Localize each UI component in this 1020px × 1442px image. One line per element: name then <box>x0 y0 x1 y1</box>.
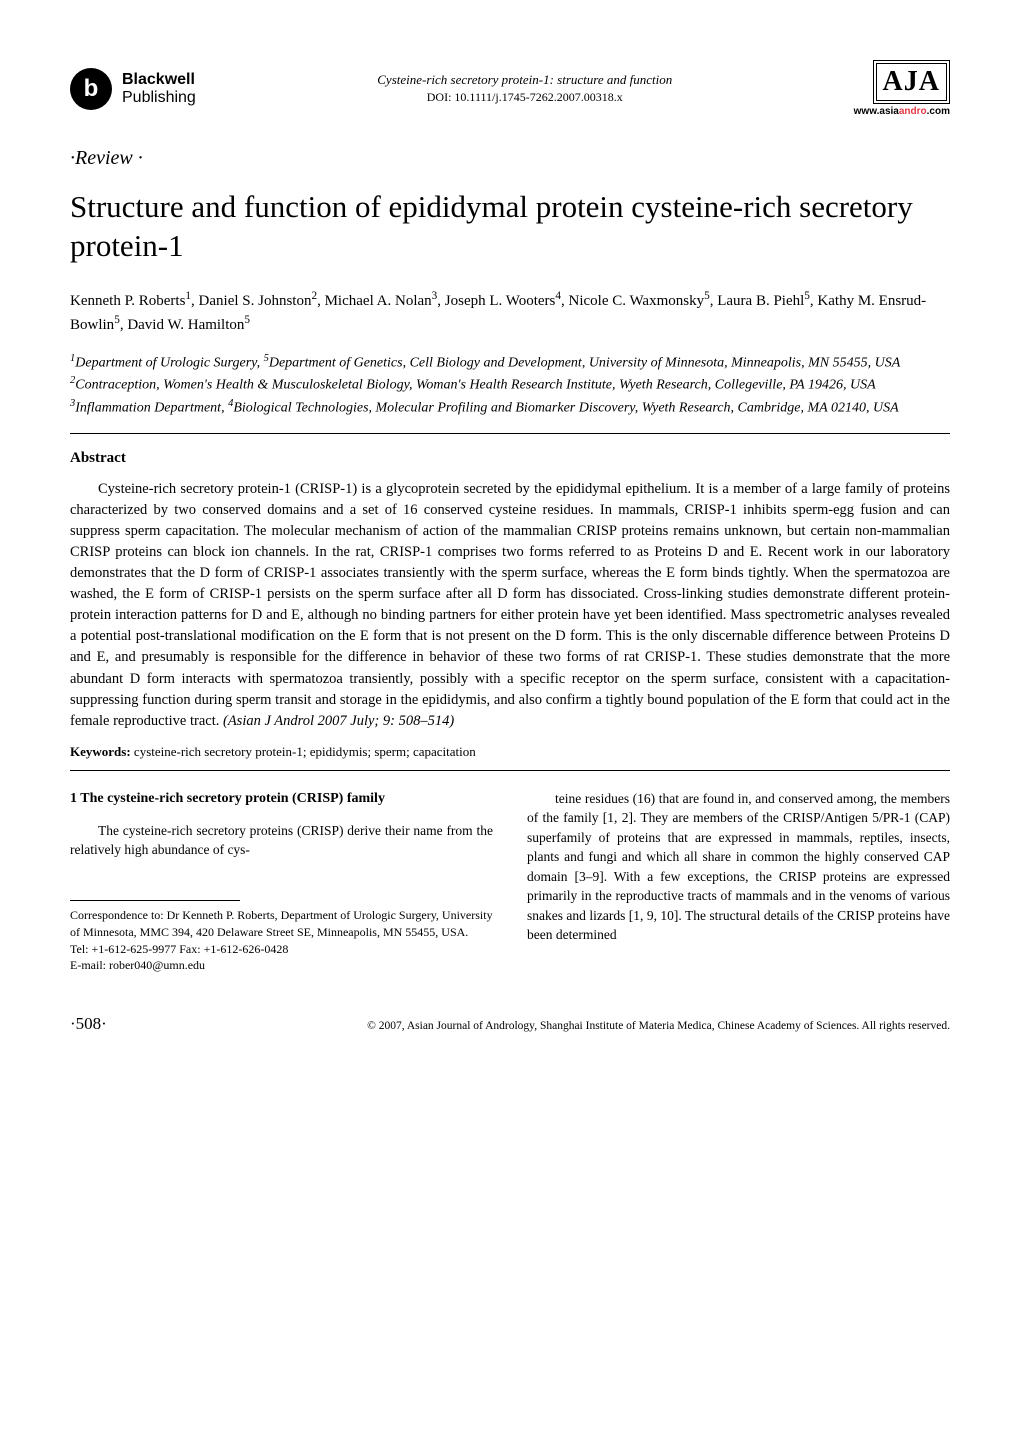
section-1-heading: 1 The cysteine-rich secretory protein (C… <box>70 789 493 809</box>
divider-top <box>70 433 950 434</box>
running-head: Cysteine-rich secretory protein-1: struc… <box>377 71 672 106</box>
publisher-name-reg: Publishing <box>122 89 196 107</box>
abstract-body: Cysteine-rich secretory protein-1 (CRISP… <box>70 479 950 731</box>
column-left: 1 The cysteine-rich secretory protein (C… <box>70 789 493 975</box>
page-footer: ·508· © 2007, Asian Journal of Andrology… <box>70 1014 950 1034</box>
publisher-logo: b Blackwell Publishing <box>70 68 196 110</box>
journal-logo: AJA www.asiaandro.com <box>854 60 950 117</box>
abstract-citation: (Asian J Androl 2007 July; 9: 508–514) <box>223 713 454 729</box>
publisher-name-bold: Blackwell <box>122 71 196 89</box>
col1-para1: The cysteine-rich secretory proteins (CR… <box>70 821 493 860</box>
page-header: b Blackwell Publishing Cysteine-rich sec… <box>70 60 950 117</box>
keywords-text: cysteine-rich secretory protein-1; epidi… <box>131 744 476 759</box>
running-head-title: Cysteine-rich secretory protein-1: struc… <box>377 71 672 89</box>
affiliations: 1Department of Urologic Surgery, 5Depart… <box>70 351 950 420</box>
url-prefix: www. <box>854 106 880 117</box>
authors: Kenneth P. Roberts1, Daniel S. Johnston2… <box>70 288 950 337</box>
url-andro: andro <box>899 106 927 117</box>
copyright: © 2007, Asian Journal of Andrology, Shan… <box>367 1020 950 1032</box>
url-asia: asia <box>879 106 898 117</box>
correspondence-line2: Tel: +1-612-625-9977 Fax: +1-612-626-042… <box>70 941 493 958</box>
body-columns: 1 The cysteine-rich secretory protein (C… <box>70 789 950 975</box>
abstract-heading: Abstract <box>70 450 950 467</box>
journal-abbrev: AJA <box>873 60 950 104</box>
article-title: Structure and function of epididymal pro… <box>70 188 950 266</box>
correspondence-block: Correspondence to: Dr Kenneth P. Roberts… <box>70 907 493 974</box>
divider-bottom <box>70 770 950 771</box>
correspondence-line1: Correspondence to: Dr Kenneth P. Roberts… <box>70 907 493 941</box>
column-right: teine residues (16) that are found in, a… <box>527 789 950 975</box>
journal-url: www.asiaandro.com <box>854 106 950 117</box>
col2-para1: teine residues (16) that are found in, a… <box>527 789 950 946</box>
correspondence-line3: E-mail: rober040@umn.edu <box>70 957 493 974</box>
abstract-text: Cysteine-rich secretory protein-1 (CRISP… <box>70 481 950 728</box>
url-suffix: .com <box>927 106 950 117</box>
correspondence-divider <box>70 900 240 901</box>
doi: DOI: 10.1111/j.1745-7262.2007.00318.x <box>377 89 672 106</box>
page-number: ·508· <box>70 1014 107 1034</box>
publisher-logo-icon: b <box>70 68 112 110</box>
section-label: ·Review · <box>70 147 950 170</box>
keywords-label: Keywords: <box>70 744 131 759</box>
publisher-logo-text: Blackwell Publishing <box>122 71 196 106</box>
keywords: Keywords: cysteine-rich secretory protei… <box>70 744 950 760</box>
